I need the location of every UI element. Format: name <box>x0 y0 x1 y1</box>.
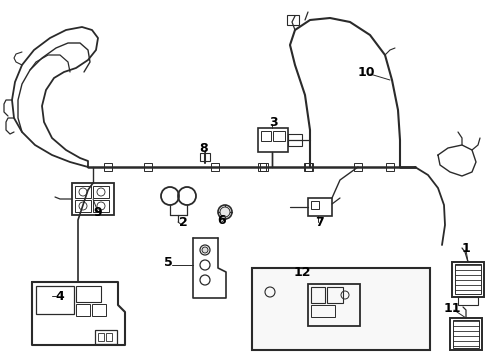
Bar <box>98 333 104 341</box>
Bar <box>353 163 361 171</box>
Bar <box>449 318 481 350</box>
Text: 8: 8 <box>199 141 208 154</box>
Bar <box>451 262 483 297</box>
Bar <box>75 186 91 198</box>
Circle shape <box>202 247 207 253</box>
Bar <box>75 200 91 212</box>
Text: 1: 1 <box>461 242 469 255</box>
Bar <box>326 287 342 303</box>
Bar <box>200 153 209 161</box>
Bar <box>452 320 478 348</box>
Bar <box>310 287 325 303</box>
Bar <box>143 163 152 171</box>
Bar <box>310 201 318 209</box>
Bar <box>261 131 270 141</box>
Bar <box>258 128 287 152</box>
Text: 4: 4 <box>56 289 64 302</box>
Text: 12: 12 <box>293 266 310 279</box>
Bar <box>272 131 285 141</box>
Bar <box>76 286 101 302</box>
Bar <box>106 333 112 341</box>
Bar <box>210 163 219 171</box>
Bar <box>251 268 429 350</box>
Bar <box>260 163 267 171</box>
Text: 7: 7 <box>315 216 324 229</box>
Text: 2: 2 <box>178 216 187 229</box>
Bar <box>104 163 112 171</box>
Bar <box>304 163 311 171</box>
Bar <box>92 304 106 316</box>
Bar <box>310 305 334 317</box>
Text: 6: 6 <box>217 213 226 226</box>
Bar <box>457 297 477 305</box>
Bar <box>76 304 90 316</box>
Bar <box>258 163 265 171</box>
Bar <box>93 200 109 212</box>
Bar <box>72 183 114 215</box>
Bar <box>307 284 359 326</box>
Bar <box>93 186 109 198</box>
Bar <box>36 286 74 314</box>
Bar <box>454 264 480 294</box>
Circle shape <box>220 207 229 217</box>
Text: 11: 11 <box>442 302 460 315</box>
Text: 10: 10 <box>357 66 374 78</box>
Bar <box>287 134 302 146</box>
Bar <box>307 198 331 216</box>
Bar <box>385 163 393 171</box>
Text: 5: 5 <box>163 256 172 269</box>
Bar <box>286 15 298 25</box>
Text: 3: 3 <box>268 116 277 129</box>
Bar <box>95 330 117 344</box>
Bar <box>305 163 312 171</box>
Text: 9: 9 <box>94 206 102 219</box>
